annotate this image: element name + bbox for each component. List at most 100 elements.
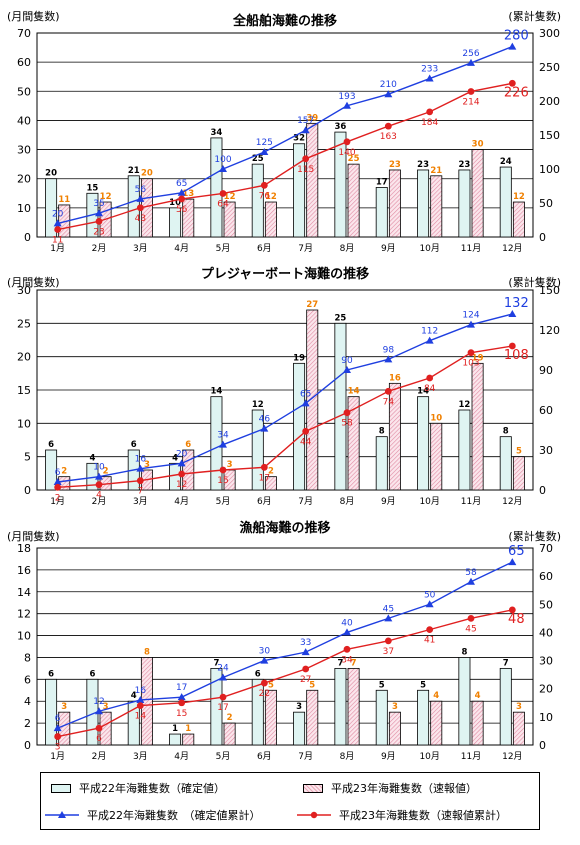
line-marker-h22 xyxy=(508,558,517,566)
bar-h22 xyxy=(45,449,58,491)
line-marker-h22 xyxy=(260,424,269,432)
y-tick-label: 30 xyxy=(17,144,31,157)
cumulative-h22-label: 20 xyxy=(176,449,188,459)
cumulative-h22-label: 233 xyxy=(421,65,438,75)
x-tick-label: 6月 xyxy=(257,243,272,254)
cumulative-h22-label: 112 xyxy=(421,327,438,337)
line-marker-h22 xyxy=(260,148,269,155)
cumulative-h22-label: 6 xyxy=(55,468,61,478)
line-marker-h22 xyxy=(425,74,434,82)
bar-h22-label: 14 xyxy=(417,387,429,397)
cumulative-h22-label: 125 xyxy=(256,138,273,148)
bar-h23-label: 3 xyxy=(392,702,398,712)
line-marker-h23 xyxy=(54,733,62,740)
cumulative-h22-label: 65 xyxy=(300,389,311,399)
x-tick-label: 4月 xyxy=(174,243,189,254)
bar-h23-label: 8 xyxy=(144,647,150,657)
line-marker-h22 xyxy=(508,310,517,317)
bar-h23 xyxy=(388,711,401,746)
legend-swatch-bar1 xyxy=(51,783,71,793)
cumulative-h22-label: 65 xyxy=(508,544,525,559)
cumulative-h22-label: 20 xyxy=(52,209,64,219)
series-line xyxy=(57,82,513,231)
y2-tick-label: 100 xyxy=(539,163,560,176)
line-marker-h22 xyxy=(384,614,393,622)
cumulative-h23-label: 45 xyxy=(465,624,476,634)
y-tick-label: 10 xyxy=(17,630,31,643)
bar-h23-label: 3 xyxy=(227,460,233,470)
chart-title: 全船舶海難の推移 xyxy=(232,13,337,29)
bar-h23 xyxy=(182,449,195,491)
x-tick-label: 3月 xyxy=(133,751,148,762)
line-marker-h23 xyxy=(178,470,186,478)
cumulative-h22-label: 10 xyxy=(93,463,105,473)
bar-h22 xyxy=(334,131,347,238)
y2-tick-label: 150 xyxy=(539,284,560,297)
bar-h23-label: 4 xyxy=(433,691,439,701)
line-marker-h23 xyxy=(426,108,434,116)
line-marker-h22 xyxy=(219,440,227,448)
line-marker-h23 xyxy=(219,693,227,701)
bar-h22-label: 24 xyxy=(500,157,512,167)
cumulative-h22-label: 16 xyxy=(135,455,147,465)
bar-h22-label: 25 xyxy=(334,313,346,323)
x-tick-label: 3月 xyxy=(133,496,148,507)
cumulative-h22-label: 210 xyxy=(380,80,397,90)
y2-tick-label: 10 xyxy=(539,711,553,724)
bar-h22 xyxy=(169,733,182,746)
cumulative-h23-label: 3 xyxy=(55,743,61,753)
cumulative-h23-label: 226 xyxy=(504,85,529,100)
line-marker-h23 xyxy=(260,679,268,687)
line-marker-h23 xyxy=(343,645,351,653)
y2-tick-label: 200 xyxy=(539,95,560,108)
line-marker-h22 xyxy=(467,320,475,328)
bar-h23 xyxy=(430,700,443,746)
x-tick-label: 1月 xyxy=(50,496,65,507)
line-marker-h22 xyxy=(343,366,351,373)
bar-h22-label: 32 xyxy=(293,134,305,144)
bar-h22-label: 23 xyxy=(458,160,470,170)
bar-h23-label: 11 xyxy=(58,195,70,205)
bar-h23-label: 2 xyxy=(268,467,274,477)
line-marker-h23 xyxy=(467,88,475,95)
line-marker-h23 xyxy=(260,181,268,189)
line-marker-h22 xyxy=(301,399,310,407)
bar-h23 xyxy=(512,201,525,238)
bar-h22-label: 4 xyxy=(172,453,178,463)
x-tick-label: 7月 xyxy=(298,751,313,762)
bar-h22-label: 21 xyxy=(128,166,140,176)
cumulative-h23-label: 58 xyxy=(341,419,353,429)
line-marker-h23 xyxy=(467,614,475,622)
bar-h23 xyxy=(306,689,319,746)
x-tick-label: 6月 xyxy=(257,496,272,507)
bar-h22 xyxy=(499,166,512,238)
legend-item-bar2: 平成23年海難隻数（速報値） xyxy=(303,779,477,797)
y2-tick-label: 60 xyxy=(539,570,553,583)
cumulative-h22-label: 34 xyxy=(217,431,229,441)
cumulative-h22-label: 56 xyxy=(135,185,147,195)
bar-h22 xyxy=(458,169,471,238)
line-marker-h22 xyxy=(301,648,310,656)
series-line xyxy=(57,345,513,489)
cumulative-h22-label: 50 xyxy=(424,590,436,600)
bar-h22-label: 15 xyxy=(86,183,98,193)
line-marker-h22 xyxy=(343,628,351,636)
bar-h23-label: 5 xyxy=(516,447,522,457)
cumulative-h23-label: 17 xyxy=(259,473,270,483)
legend-item-bar1: 平成22年海難隻数（確定値） xyxy=(51,779,225,797)
bar-h23-label: 19 xyxy=(472,353,484,363)
bar-h22 xyxy=(417,689,430,746)
line-marker-h23 xyxy=(384,387,392,395)
bar-h23 xyxy=(512,456,525,491)
x-tick-label: 11月 xyxy=(461,496,481,507)
line-marker-h23 xyxy=(302,155,310,163)
line-marker-h22 xyxy=(467,58,475,66)
bar-h22-label: 19 xyxy=(293,353,305,363)
line-marker-h23 xyxy=(54,226,62,233)
bar-h23-label: 1 xyxy=(185,724,191,734)
bar-h22-label: 1 xyxy=(172,724,178,734)
cumulative-h22-label: 24 xyxy=(217,663,229,673)
legend-label-line1: 平成22年海難隻数 （確定値累計） xyxy=(87,809,261,822)
bar-h22 xyxy=(375,689,388,746)
cumulative-h22-label: 6 xyxy=(55,714,61,724)
